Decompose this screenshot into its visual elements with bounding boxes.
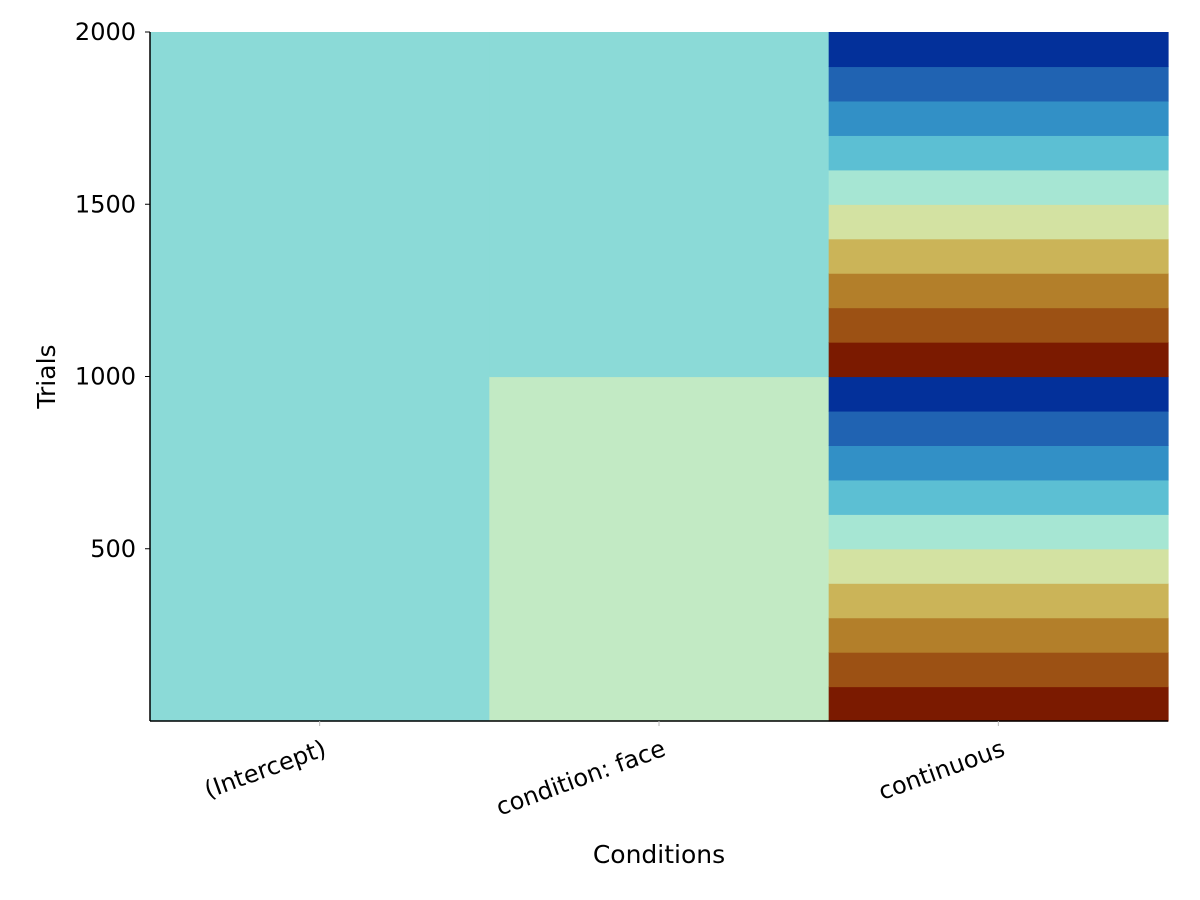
x-tick-label: continuous — [875, 734, 1009, 805]
heatmap-cell — [828, 514, 1169, 550]
y-ticks: 500 1000 1500 2000 — [75, 18, 150, 563]
y-tick-label: 2000 — [75, 18, 136, 46]
heatmap-cell — [828, 307, 1169, 343]
heatmap-cell — [828, 376, 1169, 412]
heatmap-cell — [828, 617, 1169, 653]
heatmap-cell — [828, 410, 1169, 446]
heatmap-cell — [828, 135, 1169, 171]
x-ticks: (Intercept) condition: face continuous — [201, 721, 1009, 821]
heatmap-cell — [828, 169, 1169, 205]
heatmap-cell — [828, 686, 1169, 722]
heatmap-cell — [828, 100, 1169, 136]
y-tick-label: 1500 — [75, 190, 136, 218]
y-tick-label: 500 — [90, 535, 136, 563]
heatmap-cell — [828, 273, 1169, 309]
heatmap-cell — [150, 32, 490, 722]
heatmap-cell — [489, 32, 830, 378]
heatmap-cell — [489, 376, 830, 722]
heatmap-cell — [828, 342, 1169, 378]
x-tick-label: (Intercept) — [201, 734, 330, 804]
heatmap-cell — [828, 548, 1169, 584]
heatmap-cell — [828, 32, 1169, 68]
heatmap-cell — [828, 238, 1169, 274]
heatmap-cell — [828, 66, 1169, 102]
heatmap-cell — [828, 445, 1169, 481]
heatmap-cell — [828, 479, 1169, 515]
y-tick-label: 1000 — [75, 363, 136, 391]
heatmap-cell — [828, 204, 1169, 240]
y-axis-title: Trials — [32, 344, 61, 409]
x-axis-title: Conditions — [593, 840, 725, 869]
heatmap-cell — [828, 583, 1169, 619]
heatmap-cells — [150, 32, 1169, 722]
x-tick-label: condition: face — [492, 734, 669, 821]
heatmap-cell — [828, 652, 1169, 688]
